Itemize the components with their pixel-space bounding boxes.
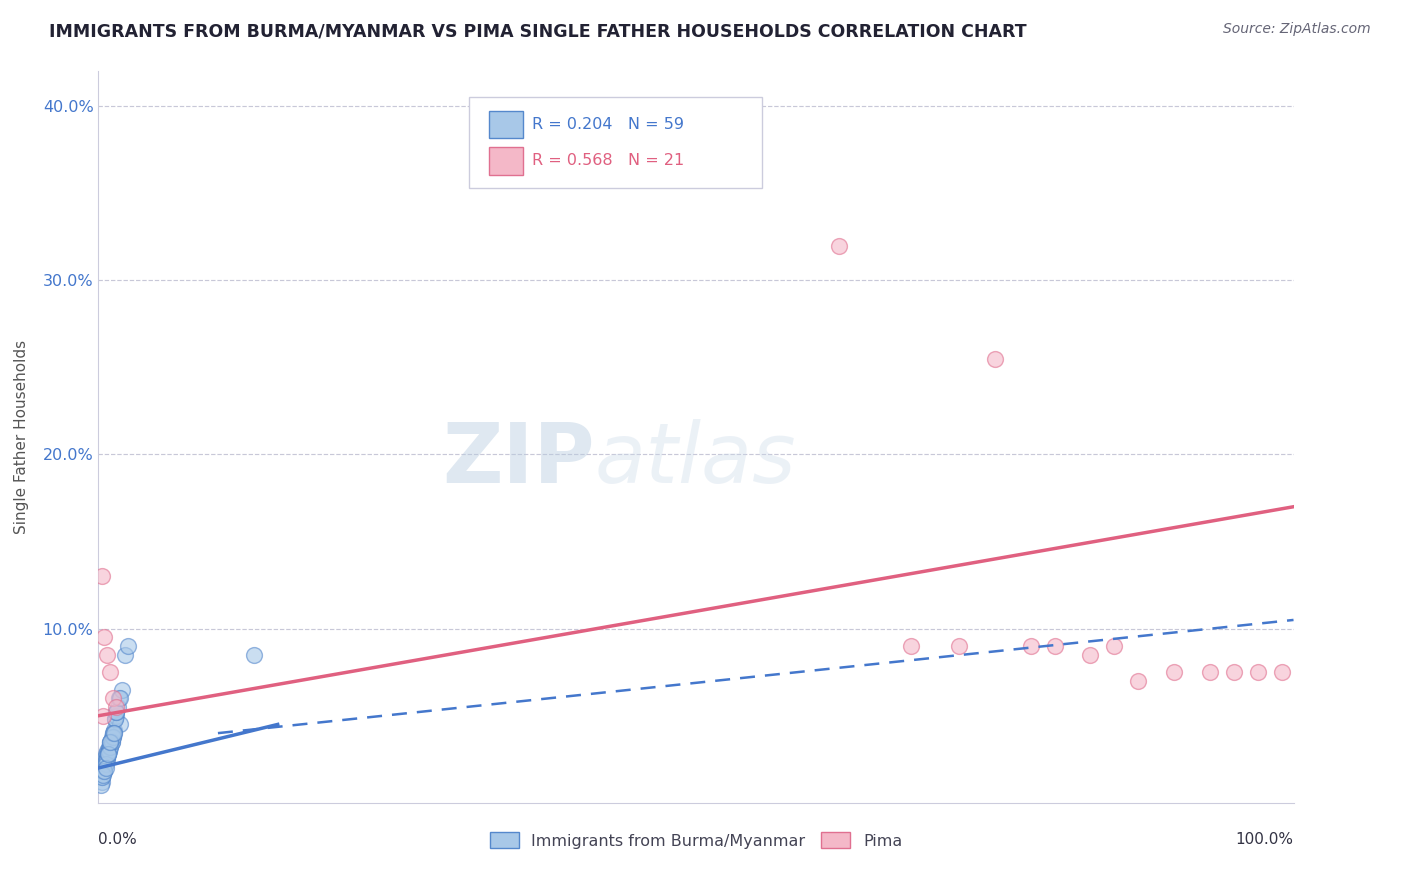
Point (105, 705, 128, 719)
Point (1128, 673, 1150, 688)
Text: 100.0%: 100.0% (1236, 832, 1294, 847)
Point (91, 764, 114, 779)
Point (98, 743, 121, 757)
Point (98, 665, 122, 680)
Point (98, 735, 122, 749)
Point (91, 761, 114, 775)
Point (100, 730, 122, 744)
Point (105, 705, 128, 719)
Point (94, 757, 117, 772)
Point (1163, 665, 1185, 680)
Point (107, 691, 129, 706)
Point (243, 648, 266, 662)
Point (104, 712, 127, 726)
Point (93, 764, 115, 779)
Point (94, 761, 117, 775)
Point (984, 351, 1007, 366)
Point (108, 691, 131, 706)
Point (1043, 639, 1066, 653)
Point (91, 761, 114, 775)
Point (91, 775, 114, 789)
Point (97, 747, 120, 761)
Point (104, 712, 127, 726)
Text: R = 0.568   N = 21: R = 0.568 N = 21 (533, 153, 685, 169)
Point (1247, 665, 1270, 680)
Point (94, 752, 117, 766)
Point (98, 743, 121, 757)
Point (91, 768, 114, 782)
Point (1199, 665, 1222, 680)
Point (108, 717, 131, 731)
Point (1019, 639, 1042, 653)
Point (90, 770, 112, 784)
Point (94, 747, 117, 761)
Point (1271, 665, 1294, 680)
Point (900, 639, 922, 653)
Point (96, 743, 118, 757)
Point (90, 778, 112, 792)
Point (93, 764, 115, 779)
Point (111, 682, 134, 697)
Point (98, 735, 122, 749)
Point (101, 730, 124, 744)
Point (98, 740, 122, 755)
Point (1104, 639, 1126, 653)
Point (101, 726, 124, 740)
Point (103, 726, 125, 740)
Point (93, 764, 115, 779)
Point (91, 708, 114, 723)
Point (97, 747, 120, 761)
Point (103, 723, 125, 737)
Point (91, 770, 114, 784)
Point (91, 770, 114, 784)
Point (94, 754, 117, 768)
Text: IMMIGRANTS FROM BURMA/MYANMAR VS PIMA SINGLE FATHER HOUSEHOLDS CORRELATION CHART: IMMIGRANTS FROM BURMA/MYANMAR VS PIMA SI… (49, 22, 1026, 40)
Point (105, 708, 128, 723)
Point (100, 735, 122, 749)
Point (98, 735, 122, 749)
Point (93, 757, 115, 772)
Text: 0.0%: 0.0% (98, 832, 138, 847)
FancyBboxPatch shape (489, 111, 523, 138)
Point (96, 648, 118, 662)
Point (97, 743, 120, 757)
Point (117, 639, 139, 653)
Point (948, 639, 970, 653)
Point (97, 747, 120, 761)
FancyBboxPatch shape (489, 147, 523, 175)
Point (96, 750, 118, 764)
Text: ZIP: ZIP (441, 418, 595, 500)
Point (98, 740, 122, 755)
Point (101, 730, 124, 744)
Point (96, 752, 118, 766)
Point (107, 700, 129, 714)
Point (91, 761, 114, 775)
Point (103, 726, 125, 740)
Text: R = 0.204   N = 59: R = 0.204 N = 59 (533, 117, 685, 132)
Text: atlas: atlas (595, 418, 796, 500)
Point (100, 735, 122, 749)
Point (105, 700, 128, 714)
Y-axis label: Single Father Households: Single Father Households (14, 340, 28, 534)
FancyBboxPatch shape (470, 97, 762, 188)
Point (828, 238, 851, 252)
Point (114, 648, 136, 662)
Point (93, 752, 115, 766)
Point (101, 691, 124, 706)
Point (101, 726, 124, 740)
Point (97, 747, 120, 761)
Point (1223, 665, 1246, 680)
Text: Source: ZipAtlas.com: Source: ZipAtlas.com (1223, 22, 1371, 37)
Point (93, 631, 115, 645)
Legend: Immigrants from Burma/Myanmar, Pima: Immigrants from Burma/Myanmar, Pima (485, 828, 907, 854)
Point (1080, 648, 1102, 662)
Point (98, 740, 121, 755)
Point (91, 569, 114, 583)
